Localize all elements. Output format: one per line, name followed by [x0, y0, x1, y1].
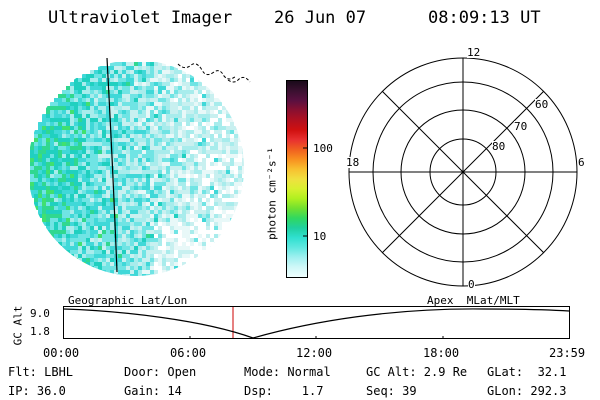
timeline-y-bottom: 1.8 [30, 325, 50, 338]
filter-info: Flt: LBHL [8, 365, 74, 379]
timeline-y-top: 9.0 [30, 307, 50, 320]
mlat-label-60: 60 [535, 98, 549, 111]
gain-info: Gain: 14 [124, 384, 182, 398]
glat-info: GLat: 32.1 [487, 365, 567, 379]
colorbar-tick-10: 10 [313, 230, 327, 243]
ip-info: IP: 36.0 [8, 384, 66, 398]
observation-date: 26 Jun 07 [274, 8, 367, 28]
colorbar [286, 80, 308, 278]
time-tick-1800: 18:00 [423, 346, 460, 360]
time-tick-0600: 06:00 [170, 346, 207, 360]
mlt-label-6: 6 [578, 156, 585, 169]
time-tick-0000: 00:00 [43, 346, 80, 360]
uv-image-disk [30, 57, 251, 276]
geographic-coords-title: Geographic Lat/Lon [68, 294, 188, 307]
coastline-outline [177, 63, 251, 83]
timeline-y-axis-label: GC Alt [11, 305, 25, 346]
dsp-info: Dsp: 1.7 [244, 384, 324, 398]
gc-alt-info: GC Alt: 2.9 Re [366, 365, 468, 379]
seq-info: Seq: 39 [366, 384, 417, 398]
observation-time: 08:09:13 UT [428, 8, 541, 28]
terminator-line [106, 57, 118, 273]
altitude-curve [63, 308, 570, 339]
colorbar-ticks [303, 147, 307, 237]
mlt-label-0: 0 [468, 278, 475, 291]
time-tick-2359: 23:59 [549, 346, 586, 360]
altitude-timeline [63, 306, 570, 339]
polar-grid [348, 57, 578, 287]
mlt-label-12: 12 [467, 46, 481, 59]
mode-info: Mode: Normal [244, 365, 331, 379]
instrument-title: Ultraviolet Imager [48, 8, 233, 28]
colorbar-unit-label: photon cm⁻²s⁻¹ [265, 147, 279, 240]
colorbar-tick-100: 100 [313, 142, 333, 155]
door-info: Door: Open [124, 365, 197, 379]
timeline-ticks [189, 336, 444, 339]
mlat-label-80: 80 [492, 140, 506, 153]
mlt-label-18: 18 [346, 156, 360, 169]
time-tick-1200: 12:00 [296, 346, 333, 360]
glon-info: GLon: 292.3 [487, 384, 567, 398]
mlat-label-70: 70 [514, 120, 528, 133]
apex-coords-title: Apex MLat/MLT [427, 294, 520, 307]
